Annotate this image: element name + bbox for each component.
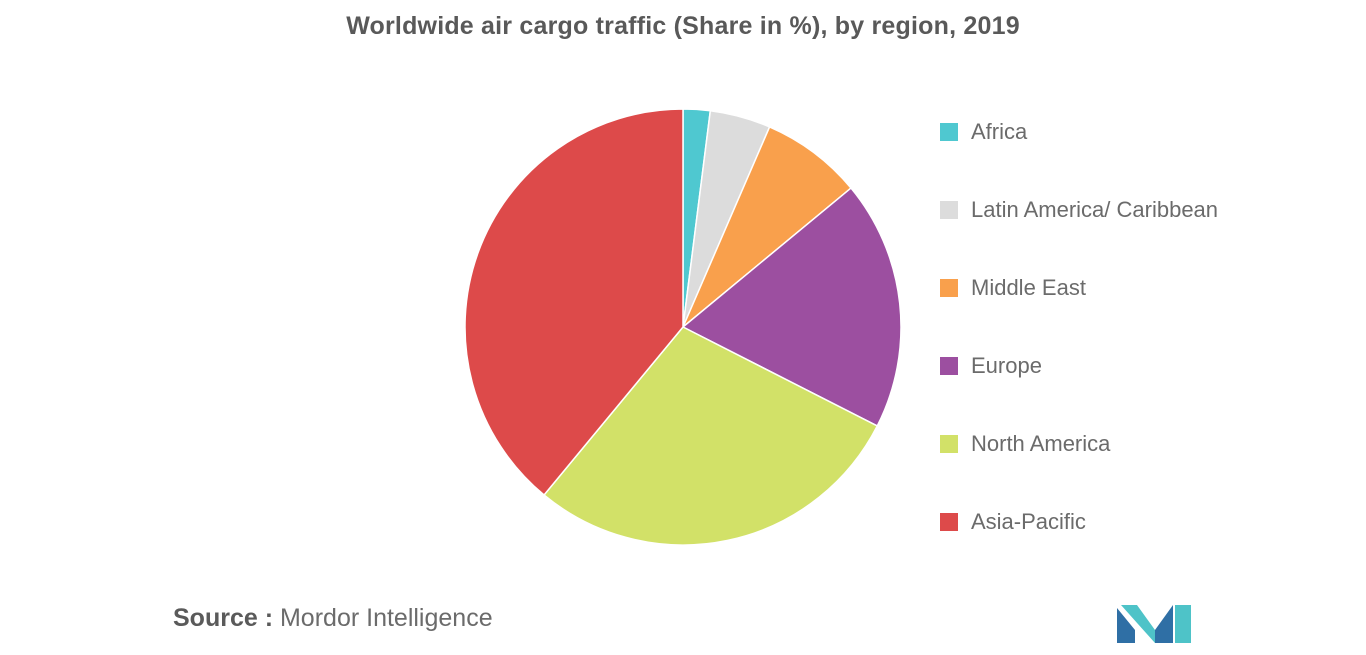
legend-swatch [940, 123, 958, 141]
chart-title: Worldwide air cargo traffic (Share in %)… [346, 12, 1020, 40]
pie-slice-asia-pacific [464, 108, 684, 497]
chart-legend: Africa Latin America/ Caribbean Middle Eas… [940, 114, 1340, 582]
pie-slice-europe [681, 186, 902, 427]
source-text: Mordor Intelligence [279, 604, 493, 632]
pie-slice-middle-east [682, 125, 853, 328]
legend-item: North America [940, 426, 1340, 504]
legend-label: North America [971, 431, 1111, 456]
legend-label: Middle East [971, 275, 1086, 300]
legend-label: Asia-Pacific [971, 509, 1086, 534]
legend-swatch [940, 513, 958, 531]
legend-label: Latin America/ Caribbean [971, 197, 1219, 222]
legend-item: Europe [940, 348, 1340, 426]
source-note: Source : Mordor Intelligence [173, 604, 493, 633]
pie-slice-north-america [542, 326, 879, 546]
legend-item: Middle East [940, 270, 1340, 348]
legend-item: Africa [940, 114, 1340, 192]
mordor-intelligence-logo [1117, 605, 1191, 643]
legend-swatch [940, 279, 958, 297]
legend-swatch [940, 201, 958, 219]
legend-swatch [940, 357, 958, 375]
legend-label: Europe [971, 353, 1042, 378]
legend-item: Asia-Pacific [940, 504, 1340, 582]
legend-label: Africa [971, 119, 1028, 144]
legend-swatch [940, 435, 958, 453]
legend-item: Latin America/ Caribbean [940, 192, 1340, 270]
source-label: Source : [173, 604, 274, 632]
